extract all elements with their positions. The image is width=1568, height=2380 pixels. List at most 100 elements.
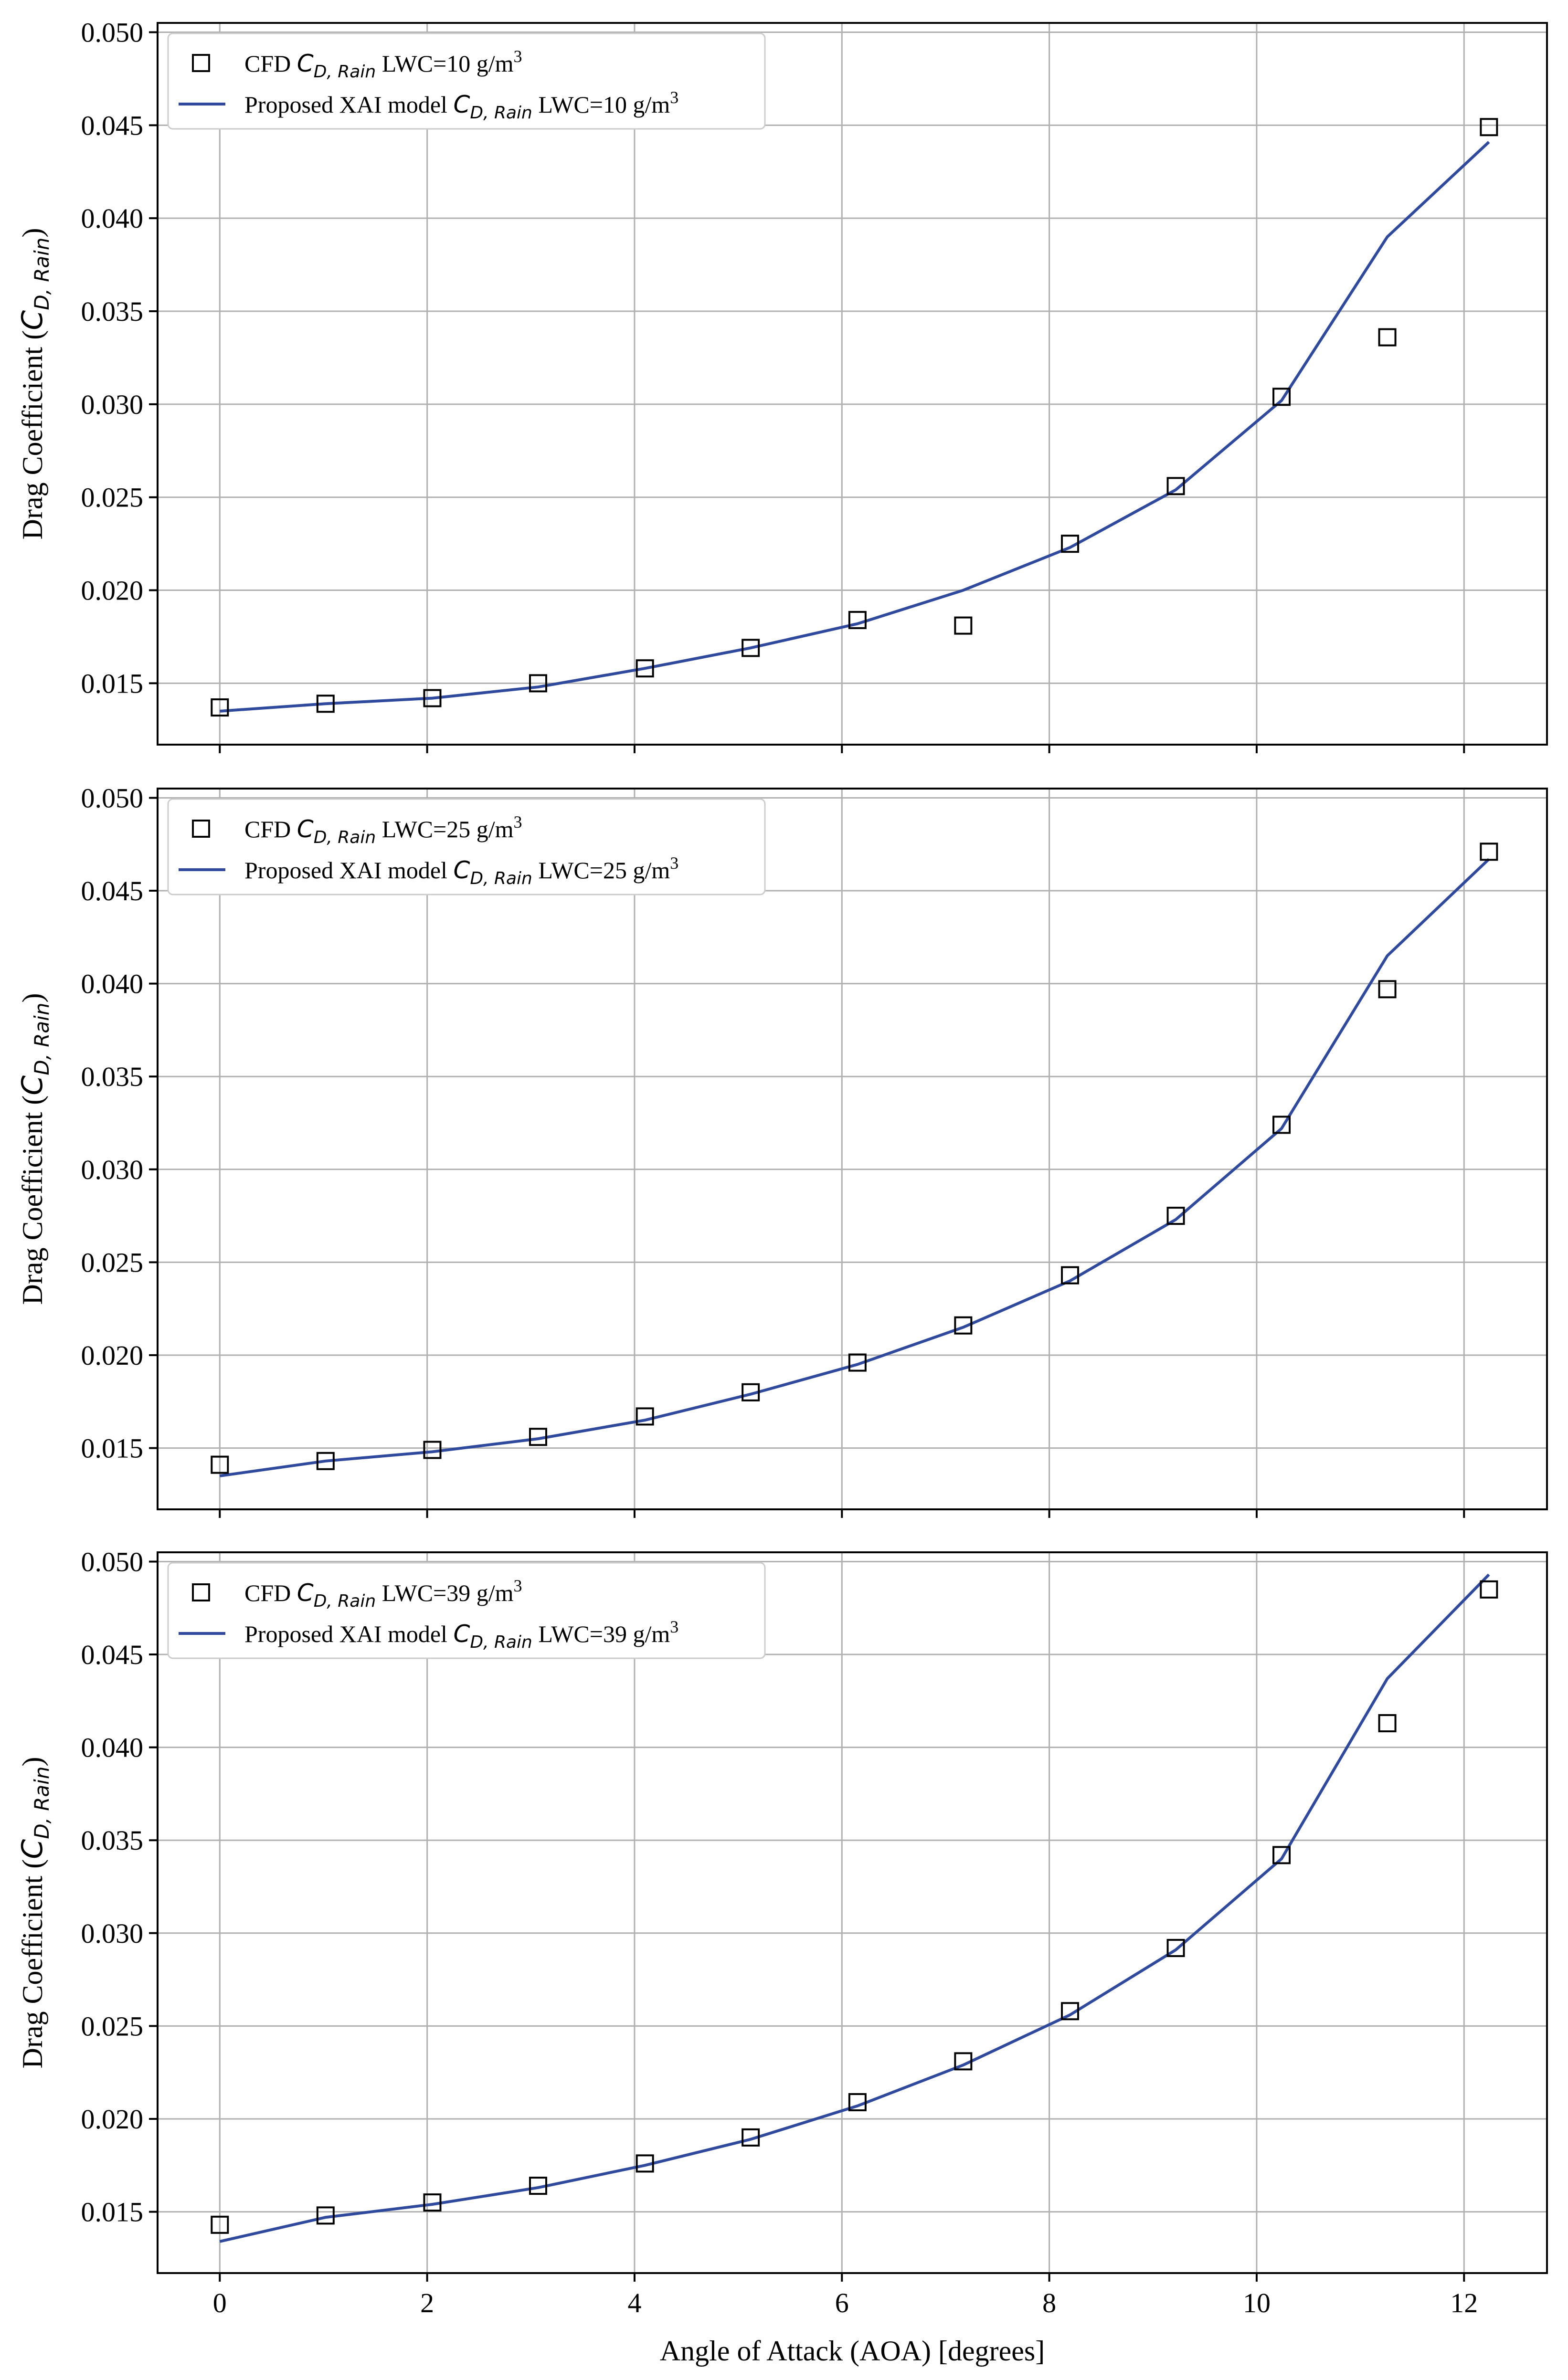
legend-c-subscript: D, Rain <box>314 828 376 847</box>
series-line-xai-model <box>220 141 1490 713</box>
cfd-data-point <box>742 1383 760 1401</box>
y-axis-label: Drag Coefficient (CD, Rain) <box>16 228 53 540</box>
y-tick-label: 0.040 <box>81 1732 144 1763</box>
legend-c-subscript: D, Rain <box>314 1591 376 1611</box>
cfd-data-point <box>1378 1714 1397 1733</box>
legend-superscript: 3 <box>670 853 678 873</box>
y-tick-label: 0.050 <box>81 782 144 813</box>
x-tick-label: 10 <box>1243 2287 1271 2318</box>
cfd-data-point <box>636 1407 654 1426</box>
y-tick-label: 0.025 <box>81 2011 144 2042</box>
y-tick-label: 0.045 <box>81 875 144 906</box>
cfd-data-point <box>1272 388 1291 406</box>
x-tick-label: 6 <box>835 2287 849 2318</box>
cfd-data-point <box>848 1353 867 1372</box>
y-axis-label-suffix: ) <box>17 1757 48 1767</box>
cfd-data-point <box>1480 842 1498 861</box>
y-tick-label: 0.040 <box>81 969 144 1000</box>
y-axis-label-suffix: ) <box>17 228 48 238</box>
plot-frame <box>157 1551 1548 2274</box>
chart-panel-3: 0 2 4 6 8 10 12 0.015 0.020 0.025 0.030 0.035 0.040 0… <box>16 1546 1548 2318</box>
y-tick-label: 0.025 <box>81 1247 144 1278</box>
legend-lwc-text: LWC=25 g/m <box>376 816 513 842</box>
x-tick-label: 0 <box>213 2287 227 2318</box>
y-axis-label-suffix: ) <box>17 993 48 1003</box>
legend-entry-xai-model: Proposed XAI model CD, Rain LWC=25 g/m3 <box>244 853 678 888</box>
cfd-data-point <box>316 2206 335 2225</box>
cfd-data-point <box>423 2193 442 2212</box>
y-axis-label-subscript: D, Rain <box>30 238 53 310</box>
y-tick-label: 0.045 <box>81 110 144 141</box>
series-line-xai-model <box>219 858 1490 1477</box>
legend-entry-xai-model: Proposed XAI model CD, Rain LWC=10 g/m3 <box>244 88 678 123</box>
cfd-data-point <box>316 1452 335 1470</box>
legend-lwc-text: LWC=39 g/m <box>532 1621 670 1647</box>
legend: CFD CD, Rain LWC=25 g/m3 Proposed XAI mod… <box>167 798 766 895</box>
cfd-data-point <box>848 2093 867 2111</box>
y-tick-label: 0.020 <box>81 1340 144 1371</box>
legend-c-symbol: C <box>297 815 314 843</box>
legend-entry-cfd: CFD CD, Rain LWC=10 g/m3 <box>244 47 522 82</box>
cfd-data-point <box>1061 1266 1080 1285</box>
legend-prefix: Proposed XAI model <box>244 857 453 884</box>
legend-superscript: 3 <box>514 812 522 832</box>
y-axis-label-c-symbol: C <box>16 1839 49 1859</box>
legend: CFD CD, Rain LWC=10 g/m3 Proposed XAI mod… <box>167 32 766 130</box>
legend-c-symbol: C <box>453 91 470 118</box>
x-tick-label: 4 <box>627 2287 641 2318</box>
y-axis-label: Drag Coefficient (CD, Rain) <box>16 993 53 1305</box>
legend-lwc-text: LWC=10 g/m <box>376 50 513 77</box>
cfd-data-point <box>1480 118 1498 137</box>
legend-prefix: CFD <box>244 1580 297 1606</box>
cfd-data-point <box>211 2215 229 2234</box>
cfd-data-point <box>529 674 547 693</box>
chart-panel-1: 0.015 0.020 0.025 0.030 0.035 0.040 0.045 0.050… <box>16 17 1548 753</box>
cfd-data-point <box>211 1455 229 1474</box>
y-axis-label-prefix: Drag Coefficient ( <box>17 1095 48 1305</box>
y-tick-label: 0.015 <box>81 668 144 699</box>
plot-frame <box>157 788 1548 1510</box>
y-tick-label: 0.040 <box>81 203 144 234</box>
legend-entry-cfd: CFD CD, Rain LWC=25 g/m3 <box>244 812 522 847</box>
cfd-data-point <box>1061 535 1080 553</box>
cfd-data-point <box>1272 1116 1291 1134</box>
cfd-data-point <box>636 2154 654 2173</box>
y-tick-label: 0.050 <box>81 17 144 48</box>
cfd-data-point <box>529 1428 547 1446</box>
y-tick-label: 0.030 <box>81 1918 144 1949</box>
x-tick-label: 8 <box>1042 2287 1056 2318</box>
cfd-data-point <box>636 659 654 678</box>
cfd-data-point <box>423 689 442 707</box>
y-tick-label: 0.015 <box>81 2197 144 2228</box>
cfd-data-point <box>1272 1846 1291 1864</box>
cfd-data-point <box>742 2128 760 2147</box>
legend-superscript: 3 <box>514 47 522 66</box>
cfd-data-point <box>1166 1207 1185 1225</box>
legend-lwc-text: LWC=39 g/m <box>376 1580 513 1606</box>
cfd-data-point <box>954 1316 973 1335</box>
legend-entry-cfd: CFD CD, Rain LWC=39 g/m3 <box>244 1576 522 1611</box>
cfd-data-point <box>1480 1580 1498 1599</box>
cfd-data-point <box>954 2052 973 2071</box>
y-tick-label: 0.035 <box>81 296 144 327</box>
x-axis-label: Angle of Attack (AOA) [degrees] <box>660 2335 1045 2367</box>
y-axis-label: Drag Coefficient (CD, Rain) <box>16 1757 53 2069</box>
legend: CFD CD, Rain LWC=39 g/m3 Proposed XAI mod… <box>167 1562 766 1659</box>
legend-lwc-text: LWC=25 g/m <box>532 857 670 884</box>
legend-c-symbol: C <box>297 1579 314 1607</box>
cfd-data-point <box>529 2177 547 2195</box>
x-tick-label: 12 <box>1450 2287 1478 2318</box>
y-tick-label: 0.030 <box>81 1154 144 1185</box>
y-tick-label: 0.050 <box>81 1546 144 1577</box>
legend-c-subscript: D, Rain <box>314 62 376 82</box>
y-tick-label: 0.025 <box>81 482 144 513</box>
legend-c-symbol: C <box>453 856 470 884</box>
cfd-data-point <box>1378 328 1397 347</box>
legend-superscript: 3 <box>670 88 678 107</box>
y-axis-label-prefix: Drag Coefficient ( <box>17 1859 48 2069</box>
y-tick-label: 0.030 <box>81 389 144 420</box>
cfd-data-point <box>211 698 229 717</box>
legend-prefix: Proposed XAI model <box>244 1621 453 1647</box>
legend-box <box>167 1562 766 1659</box>
